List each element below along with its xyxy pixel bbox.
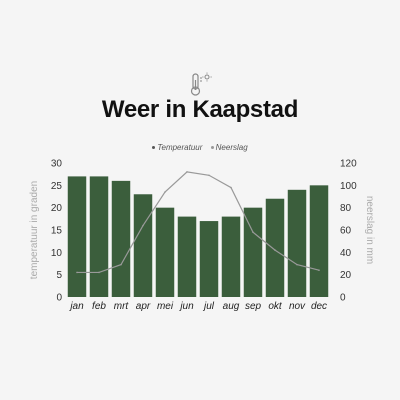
- bar-sep: [243, 207, 263, 297]
- precipitation-line: [77, 171, 320, 274]
- precipitation-point-dec: [318, 269, 320, 272]
- precipitation-point-okt: [274, 249, 276, 251]
- x-tick-label: mei: [157, 301, 174, 312]
- y-axis-label: temperatuur in graden: [29, 181, 40, 279]
- legend-dot-temperature: [152, 146, 156, 150]
- chart-title: Weer in Kaapstad: [101, 96, 299, 123]
- y-tick-label: 20: [51, 203, 63, 214]
- precipitation-point-aug: [230, 186, 232, 189]
- thermometer-sun-icon: [190, 72, 212, 96]
- x-tick-label: jun: [178, 301, 194, 312]
- x-tick-label: sep: [245, 301, 262, 312]
- bar-jun: [177, 216, 197, 297]
- bars-layer: [67, 176, 329, 297]
- legend-dot-precipitation: [210, 146, 214, 150]
- y-tick-label: 30: [51, 159, 63, 170]
- line-layer: [76, 171, 320, 274]
- x-tick-label: okt: [268, 301, 283, 312]
- precipitation-point-feb: [98, 271, 100, 274]
- y2-axis-label: neerslag in mm: [364, 196, 375, 264]
- y2-tick-label: 40: [340, 248, 352, 259]
- bar-dec: [309, 185, 329, 297]
- x-tick-label: nov: [289, 301, 306, 312]
- y-tick-label: 10: [51, 248, 63, 259]
- precipitation-point-jan: [76, 271, 78, 274]
- y-tick-label: 5: [56, 270, 62, 281]
- precipitation-point-jun: [186, 171, 188, 173]
- bar-feb: [89, 176, 109, 297]
- y2-tick-label: 20: [340, 270, 352, 281]
- bar-jan: [67, 176, 87, 297]
- bar-nov: [287, 189, 307, 297]
- legend: Temperatuur Neerslag: [0, 143, 400, 152]
- precipitation-point-mei: [164, 191, 166, 193]
- legend-item-precipitation: Neerslag: [210, 143, 248, 152]
- x-tick-label: dec: [311, 301, 327, 312]
- y-tick-label: 15: [51, 226, 63, 237]
- y-axis-left: 0 5 10 15 20 25 30: [51, 159, 63, 304]
- y-tick-label: 0: [56, 293, 62, 304]
- legend-item-temperature: Temperatuur: [152, 143, 202, 152]
- y2-tick-label: 60: [340, 226, 352, 237]
- x-tick-label: jan: [68, 301, 84, 312]
- x-tick-label: aug: [223, 301, 240, 312]
- x-axis: jan feb mrt apr mei jun jul aug sep okt nov dec: [68, 301, 327, 312]
- bar-mei: [155, 207, 175, 297]
- y-tick-label: 25: [51, 181, 63, 192]
- precipitation-point-sep: [252, 231, 254, 234]
- y2-tick-label: 0: [340, 293, 346, 304]
- precipitation-point-jul: [208, 174, 210, 177]
- bar-mrt: [111, 180, 131, 297]
- legend-label-temperature: Temperatuur: [157, 143, 203, 152]
- x-tick-label: jul: [202, 301, 215, 312]
- x-tick-label: mrt: [114, 301, 130, 312]
- x-tick-label: feb: [92, 301, 106, 312]
- y-axis-right: 0 20 40 60 80 100 120: [340, 159, 357, 304]
- y2-tick-label: 100: [340, 181, 357, 192]
- bar-jul: [199, 221, 219, 297]
- y2-tick-label: 80: [340, 203, 352, 214]
- precipitation-point-nov: [296, 263, 298, 266]
- bar-aug: [221, 216, 241, 297]
- precipitation-point-apr: [142, 224, 144, 227]
- x-tick-label: apr: [136, 301, 151, 312]
- legend-label-precipitation: Neerslag: [215, 143, 248, 152]
- bar-apr: [133, 194, 153, 297]
- bar-okt: [265, 198, 285, 297]
- precipitation-point-mrt: [120, 263, 122, 266]
- y2-tick-label: 120: [340, 159, 357, 170]
